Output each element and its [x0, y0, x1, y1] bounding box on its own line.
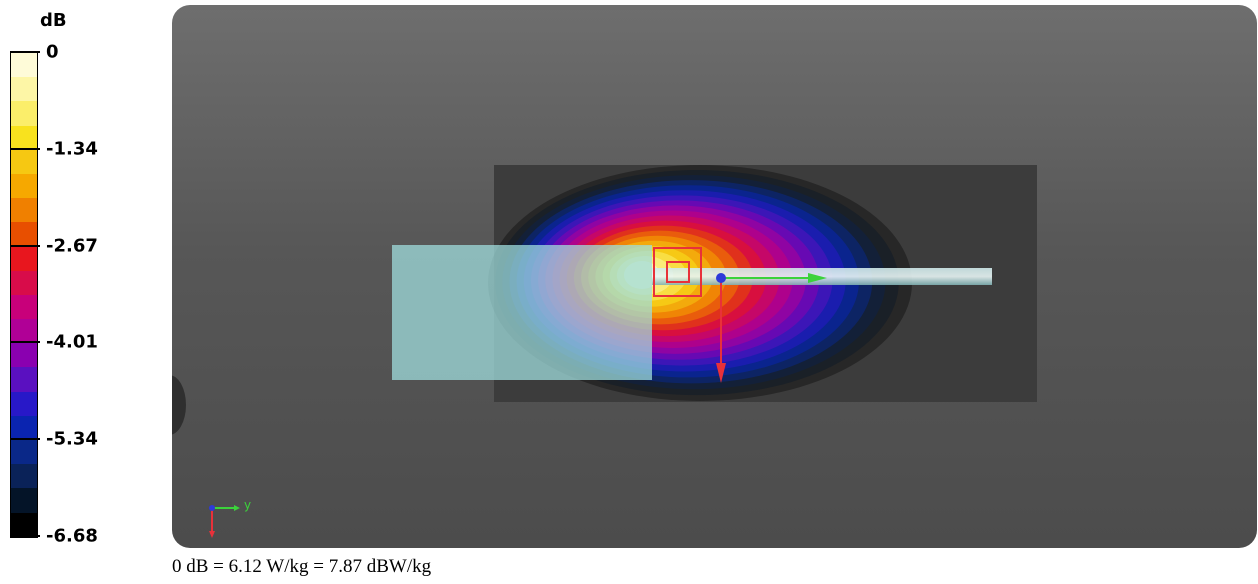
legend-color-segment — [11, 101, 37, 125]
legend-color-segment — [11, 464, 37, 488]
legend-color-segment — [11, 513, 37, 537]
legend-color-segment — [11, 198, 37, 222]
triad-y-label: y — [244, 498, 251, 512]
legend-color-segment — [11, 150, 37, 174]
origin-marker — [716, 273, 726, 283]
legend-color-segment — [11, 392, 37, 416]
legend-tick-line — [10, 51, 40, 53]
antenna-rod — [652, 268, 992, 285]
legend-color-segment — [11, 77, 37, 101]
legend-color-segment — [11, 367, 37, 391]
legend-color-segment — [11, 126, 37, 150]
legend-tick-line — [10, 535, 40, 537]
legend-color-segment — [11, 319, 37, 343]
legend-color-segment — [11, 271, 37, 295]
legend-color-segment — [11, 174, 37, 198]
legend-color-segment — [11, 488, 37, 512]
legend-tick-label: -1.34 — [46, 138, 98, 159]
legend-color-segment — [11, 416, 37, 440]
reference-value-text: 0 dB = 6.12 W/kg = 7.87 dBW/kg — [172, 556, 431, 578]
legend-tick-line — [10, 341, 40, 343]
legend-tick-label: -6.68 — [46, 526, 98, 547]
legend-unit-label: dB — [40, 10, 67, 31]
3d-viewport[interactable]: y — [172, 5, 1257, 548]
sar-distribution-plot — [172, 5, 1257, 548]
legend-color-segment — [11, 222, 37, 246]
color-scale-bar — [10, 52, 38, 538]
legend-color-segment — [11, 247, 37, 271]
legend-tick-label: -2.67 — [46, 235, 98, 256]
legend-color-segment — [11, 295, 37, 319]
legend-tick-line — [10, 438, 40, 440]
legend-tick-line — [10, 148, 40, 150]
legend-tick-label: -4.01 — [46, 332, 98, 353]
device-block — [392, 245, 652, 380]
legend-tick-label: -5.34 — [46, 429, 98, 450]
legend-color-segment — [11, 53, 37, 77]
color-scale-legend: dB 0 -1.34 -2.67 -4.01 -5.34 -6.68 — [0, 0, 160, 560]
legend-color-segment — [11, 343, 37, 367]
legend-tick-line — [10, 245, 40, 247]
legend-tick-label: 0 — [46, 42, 59, 63]
legend-color-segment — [11, 440, 37, 464]
orientation-triad: y — [202, 495, 262, 540]
